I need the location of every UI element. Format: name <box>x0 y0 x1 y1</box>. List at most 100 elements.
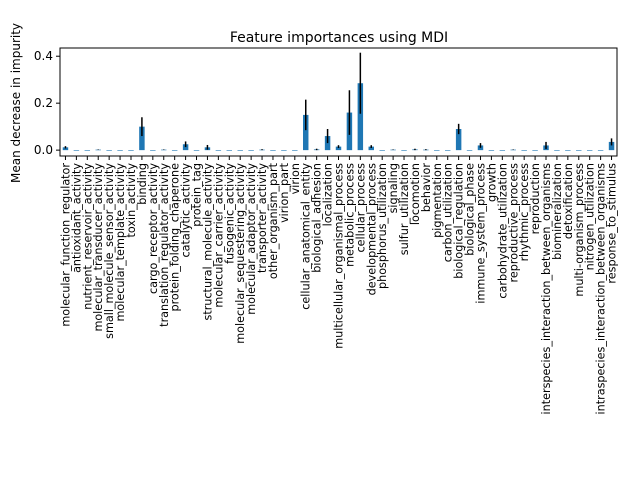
bar <box>368 146 374 151</box>
y-tick-label: 0.0 <box>34 143 53 157</box>
x-tick-label: signaling <box>387 163 400 213</box>
bar <box>357 83 364 151</box>
chart-title: Feature importances using MDI <box>230 30 448 46</box>
bar <box>597 150 604 151</box>
bar <box>576 150 582 151</box>
x-tick-label: molecular_adaptor_activity <box>245 163 258 315</box>
x-tick-label: biological_adhesion <box>311 163 324 273</box>
bar <box>84 150 91 151</box>
y-tick-label: 0.4 <box>34 49 53 63</box>
x-tick-label: biological_regulation <box>453 163 466 279</box>
bar <box>499 150 506 151</box>
bar <box>281 150 287 151</box>
bar <box>466 150 473 151</box>
plot-frame <box>59 47 618 157</box>
bar <box>171 150 178 151</box>
x-tick-label: carbohydrate_utilization <box>496 163 509 299</box>
x-tick-label: cellular_process <box>354 163 367 253</box>
x-tick-label: rhythmic_process <box>518 163 531 262</box>
x-tick-label: protein_tag <box>191 163 204 227</box>
bar <box>150 150 156 151</box>
bar <box>73 150 80 151</box>
x-tick-label: catalytic_activity <box>180 163 193 258</box>
bar <box>139 126 145 151</box>
x-tick-label: transporter_activity <box>256 163 269 273</box>
x-tick-label: structural_molecule_activity <box>201 163 214 321</box>
x-tick-label: growth <box>485 163 498 202</box>
x-tick-label: toxin_activity <box>125 163 138 238</box>
x-tick-label: locomotion <box>409 163 422 225</box>
x-tick-label: antioxidant_activity <box>70 163 83 273</box>
x-tick-label: molecular_sequestering_activity <box>234 163 247 344</box>
x-tick-label: behavior <box>420 163 433 213</box>
x-tick-label: response_to_stimulus <box>606 163 619 284</box>
x-tick-label: nitrogen_utilization <box>584 163 597 270</box>
x-tick-label: virion_part <box>278 162 291 223</box>
x-tick-label: molecular_template_activity <box>114 163 127 322</box>
bar <box>215 150 222 151</box>
x-tick-label: cargo_receptor_activity <box>147 163 160 294</box>
bar <box>237 150 243 151</box>
bar <box>565 150 571 151</box>
bars-layer <box>62 83 615 151</box>
bar <box>161 149 167 151</box>
bar <box>248 150 254 151</box>
bar <box>554 150 560 151</box>
x-tick-label: localization <box>322 163 335 226</box>
x-tick-label: multi-organism_process <box>573 163 586 297</box>
x-tick-label: binding <box>136 163 149 205</box>
x-tick-label: sulfur_utilization <box>398 163 411 255</box>
bar <box>401 150 407 151</box>
x-tick-label: developmental_process <box>365 163 378 296</box>
bar <box>226 150 233 151</box>
bar <box>106 150 112 151</box>
x-tick-label: biological_phase <box>464 163 477 256</box>
bar <box>379 150 385 151</box>
x-tick-label: biomineralization <box>551 163 564 260</box>
bar <box>128 150 134 151</box>
bar <box>532 150 538 151</box>
bar <box>95 149 101 151</box>
y-ticks-layer: 0.0 0.2 0.4 <box>34 49 60 157</box>
bar <box>608 141 615 151</box>
x-tick-label: molecular_function_regulator <box>59 163 72 327</box>
x-tick-label: molecular_transducer_activity <box>92 163 105 332</box>
x-tick-label: metabolic_process <box>343 163 356 267</box>
x-tick-label: carbon_utilization <box>442 163 455 262</box>
x-tick-label: molecular_carrier_activity <box>212 163 225 308</box>
bar <box>488 150 495 151</box>
x-tick-label: nutrient_reservoir_activity <box>81 163 94 310</box>
x-tick-label: immune_system_process <box>474 163 487 304</box>
bar <box>586 150 593 151</box>
x-tick-label: small_molecule_sensor_activity <box>103 163 116 339</box>
x-tick-label: detoxification <box>562 163 575 239</box>
x-tick-label: protein_folding_chaperone <box>169 163 182 312</box>
x-tick-label: fusogenic_activity <box>223 163 236 264</box>
bar <box>182 144 189 151</box>
x-tick-label: intraspecies_interaction_between_organis… <box>595 163 608 415</box>
y-axis-label: Mean decrease in impurity <box>9 23 23 183</box>
bar <box>390 149 396 151</box>
bar <box>270 150 276 151</box>
y-tick-label: 0.2 <box>34 96 53 110</box>
bar <box>117 150 123 151</box>
x-tick-label: reproductive_process <box>507 163 520 283</box>
x-tick-label: virion <box>289 163 302 194</box>
x-tick-label: multicellular_organismal_process <box>333 163 346 349</box>
x-tick-label: interspecies_interaction_between_organis… <box>540 163 553 415</box>
bar <box>335 146 342 151</box>
bar <box>455 129 462 151</box>
bar <box>62 147 69 151</box>
error-bars-layer <box>64 52 613 151</box>
bar <box>292 150 298 151</box>
x-tick-label: cellular_anatomical_entity <box>300 163 313 310</box>
x-ticks-layer: molecular_function_regulatorantioxidant_… <box>59 156 619 415</box>
x-tick-label: phosphorus_utilization <box>376 163 389 289</box>
bar <box>434 150 440 151</box>
bar <box>521 150 527 151</box>
x-tick-label: pigmentation <box>431 163 444 238</box>
bar <box>303 114 309 151</box>
x-tick-label: translation_regulator_activity <box>158 163 171 327</box>
bar <box>510 149 516 151</box>
